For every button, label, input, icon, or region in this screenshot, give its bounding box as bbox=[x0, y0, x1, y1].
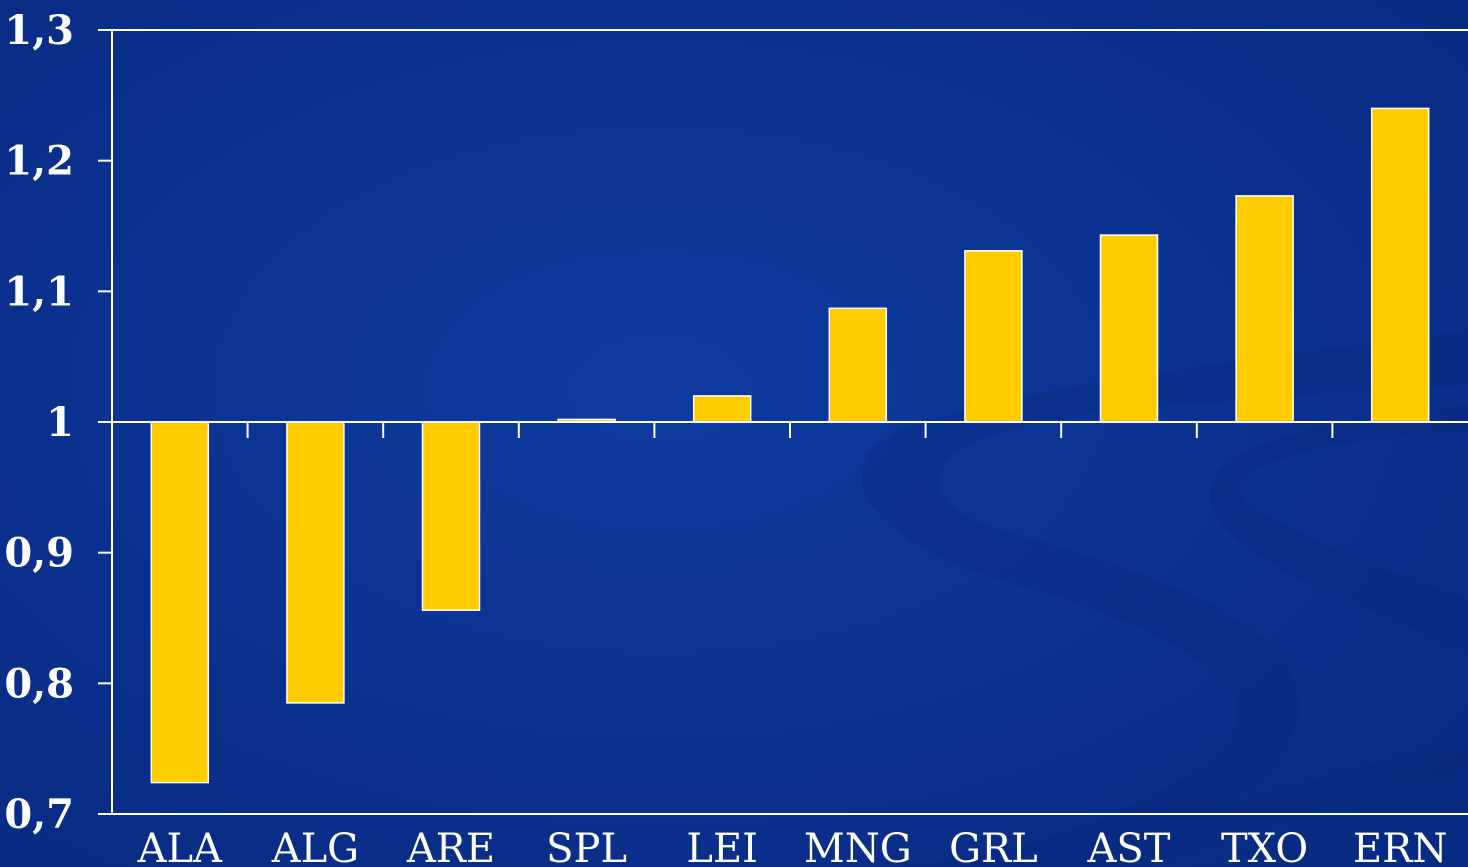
y-tick-labels: 1,3 1,2 1,1 1 0,9 0,8 0,7 bbox=[4, 7, 74, 838]
x-tick-label-alg: ALG bbox=[271, 826, 359, 867]
x-tick-label-ast: AST bbox=[1087, 826, 1171, 867]
background-swoosh bbox=[861, 330, 1468, 867]
y-tick-label: 0,9 bbox=[4, 530, 74, 577]
bars-layer bbox=[150, 107, 1430, 784]
bar-txo bbox=[1235, 195, 1294, 423]
bar-are bbox=[421, 421, 481, 611]
x-tick-label-spl: SPL bbox=[546, 826, 627, 867]
bar-grl bbox=[964, 250, 1023, 423]
x-tick-label-mng: MNG bbox=[804, 826, 912, 867]
x-tick-labels: ALA ALG ARE SPL LEI MNG GRL AST TXO ERN bbox=[137, 826, 1448, 867]
y-tick-label: 0,8 bbox=[4, 660, 74, 707]
bar-ast bbox=[1099, 234, 1159, 423]
y-tick-label: 0,7 bbox=[4, 791, 74, 838]
y-tick-label: 1,2 bbox=[4, 138, 74, 185]
x-tick-label-ala: ALA bbox=[137, 826, 223, 867]
y-tick-label: 1,1 bbox=[4, 268, 74, 315]
bar-lei bbox=[692, 395, 752, 423]
y-tick-label: 1 bbox=[46, 399, 74, 446]
x-tick-label-ern: ERN bbox=[1353, 826, 1447, 867]
x-tick-label-grl: GRL bbox=[949, 826, 1038, 867]
bar-alg bbox=[286, 421, 345, 704]
axes-layer bbox=[98, 29, 1468, 815]
bar-ern bbox=[1370, 107, 1430, 423]
x-tick-label-txo: TXO bbox=[1221, 826, 1308, 867]
bar-mng bbox=[828, 307, 888, 423]
x-tick-label-lei: LEI bbox=[686, 826, 758, 867]
x-tick-label-are: ARE bbox=[406, 826, 495, 867]
bar-ala bbox=[150, 421, 210, 784]
y-tick-label: 1,3 bbox=[4, 7, 74, 54]
